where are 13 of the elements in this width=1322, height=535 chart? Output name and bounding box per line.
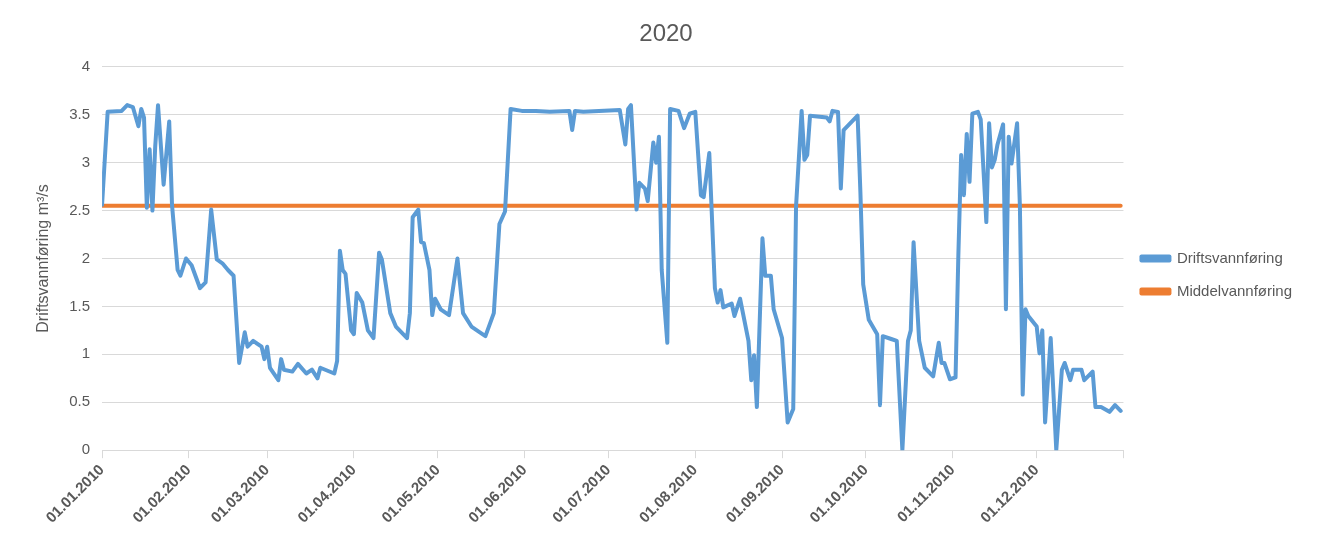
y-tick-label: 3 [81,152,91,170]
y-tick-label: 3.5 [69,104,91,122]
y-tick-label: 2.5 [69,200,91,218]
y-tick-label: 2 [81,248,91,266]
y-axis-title: Driftsvannføring m³/s [34,184,52,333]
legend-label: Middelvannføring [1176,281,1293,299]
chart-title: 2020 [639,19,693,47]
y-tick-label: 0 [81,440,91,458]
y-tick-label: 0.5 [69,392,91,410]
y-tick-label: 1.5 [69,296,91,314]
y-tick-label: 1 [81,344,91,362]
legend-label: Driftsvannføring [1176,248,1283,266]
y-tick-label: 4 [81,56,91,74]
